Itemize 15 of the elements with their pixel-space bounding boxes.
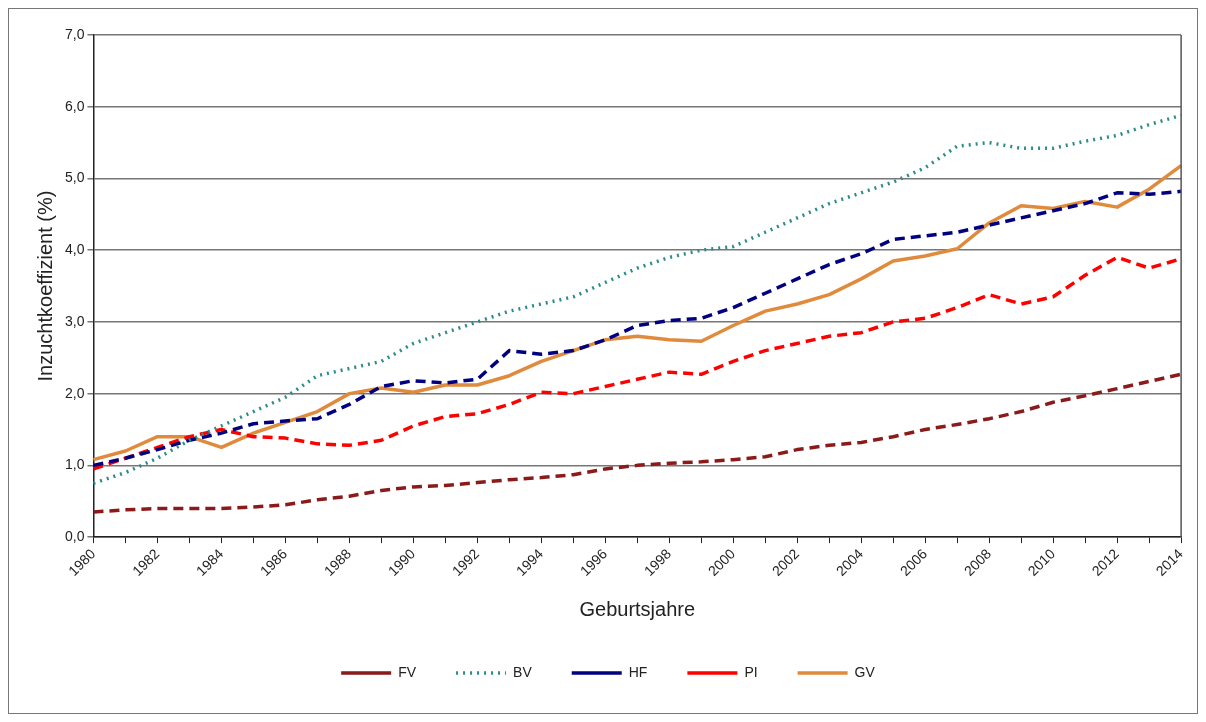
y-tick-label: 5,0 [64,169,85,186]
legend-label: BV [513,663,533,680]
y-tick-label: 3,0 [64,312,85,329]
legend-label: PI [744,663,758,680]
legend-label: HF [628,663,648,680]
y-tick-label: 0,0 [64,527,85,544]
y-tick-label: 7,0 [64,25,85,42]
legend-label: FV [398,663,417,680]
x-axis-title: Geburtsjahre [579,597,696,620]
legend-label: GV [854,663,876,680]
y-axis-title: Inzuchtkoeffizient (%) [33,190,56,382]
y-tick-label: 4,0 [64,241,85,258]
y-tick-label: 6,0 [64,97,85,114]
y-tick-label: 2,0 [64,384,85,401]
y-tick-label: 1,0 [64,456,85,473]
